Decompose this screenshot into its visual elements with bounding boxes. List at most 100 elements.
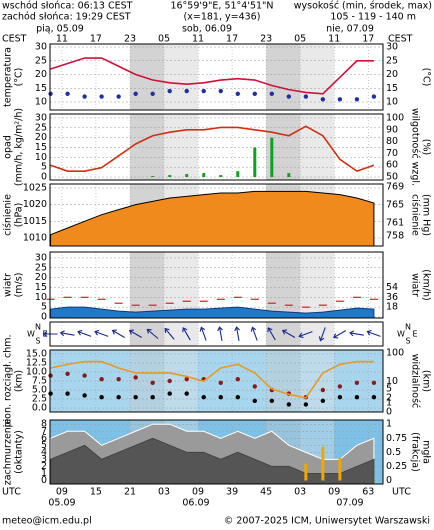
y2-tick-label: 54 — [386, 282, 398, 293]
night-band — [266, 44, 301, 110]
day-label: pią, 05.09 — [36, 24, 84, 35]
y2-axis-label: (mm Hg) — [421, 194, 432, 236]
y-tick-label: 2 — [41, 461, 47, 472]
wind-arrow — [128, 329, 142, 338]
night-band — [266, 252, 301, 318]
y2-axis-label: (km) — [421, 370, 432, 392]
y2-tick-label: 25 — [386, 55, 398, 66]
tz-top: CEST — [388, 34, 413, 45]
series-bar — [202, 173, 206, 178]
y-tick-label: 3 — [41, 454, 47, 465]
series-dot — [133, 375, 138, 380]
y-tick-label: 7.5 — [32, 376, 47, 387]
wind-arrow — [281, 329, 296, 338]
panel-frame — [49, 113, 384, 181]
night-band — [129, 252, 165, 318]
y2-tick-label: 0 — [386, 407, 392, 418]
y-tick-label: 0 — [41, 475, 47, 486]
compass-letter: W — [27, 330, 35, 339]
coords: 16°59'9"E, 51°4'51"N — [170, 1, 273, 12]
y2-axis-label: widzialność — [410, 354, 421, 409]
compass-letter: N — [405, 323, 411, 332]
compass-letter: S — [35, 337, 40, 346]
series-dot — [218, 88, 223, 94]
y-tick-label: 15 — [35, 282, 47, 293]
series-dot — [235, 91, 240, 96]
y2-tick-label: 758 — [386, 231, 404, 242]
wind-arrow — [59, 330, 75, 337]
day-label: nie, 07.09 — [326, 24, 374, 35]
height-label: wysokość (min, środek, max) — [294, 1, 432, 12]
series-dot — [116, 94, 121, 99]
y2-tick-label: 2 — [386, 392, 392, 403]
series-dot — [65, 91, 70, 96]
wind-arrow — [250, 326, 258, 341]
y-axis-label: (m/s) — [14, 273, 25, 298]
y2-tick-label: 18 — [386, 302, 398, 313]
series-dot — [65, 371, 70, 376]
series-bar — [287, 173, 291, 178]
y2-tick-label: 0.25 — [386, 461, 407, 472]
series-dot — [184, 376, 189, 382]
y-tick-label: 15 — [35, 83, 47, 94]
y2-tick-label: 100 — [386, 113, 404, 124]
x-tick-label: 03 — [158, 487, 170, 498]
wind-arrow — [77, 329, 92, 337]
night-band — [164, 252, 199, 318]
series-dot — [371, 380, 377, 386]
y-tick-label: 25 — [35, 55, 47, 66]
wind-arrow — [199, 326, 207, 341]
top-tick-label: 17 — [226, 34, 238, 45]
series-dot — [235, 376, 240, 382]
y2-tick-label: 80 — [386, 136, 398, 147]
panel-frame — [49, 321, 384, 347]
series-dot — [354, 380, 360, 386]
y2-axis-label: mgła — [421, 440, 432, 464]
night-band — [129, 114, 165, 180]
y-tick-label: 10.0 — [26, 366, 47, 377]
y-tick-label: 20 — [35, 132, 47, 143]
y-axis-label: (km) — [14, 370, 25, 392]
wind-arrow — [111, 329, 125, 338]
x-tick-label: 45 — [260, 487, 272, 498]
series-dot — [99, 376, 104, 382]
series-dot — [133, 91, 138, 96]
series-dot — [167, 378, 172, 384]
y-tick-label: 5 — [41, 440, 47, 451]
y-tick-label: 5 — [41, 162, 47, 173]
y2-tick-label: 20 — [386, 69, 398, 80]
wind-arrow — [182, 327, 191, 341]
x-tick-label: 09 — [192, 487, 204, 498]
y2-tick-label: 765 — [386, 199, 404, 210]
y2-tick-label: 90 — [386, 124, 398, 135]
y-tick-label: 1015 — [23, 216, 47, 227]
series-dot — [48, 373, 53, 378]
series-dot — [269, 91, 275, 96]
series-dot — [354, 395, 360, 400]
y2-axis-label: (km/h) — [421, 269, 432, 300]
series-dot — [320, 398, 326, 404]
top-tick-label: 23 — [260, 34, 272, 45]
day-label: sob, 06.09 — [182, 24, 232, 35]
panel-frame — [49, 183, 384, 247]
y-tick-label: 1025 — [23, 183, 47, 194]
y2-axis-label: wiatr — [410, 273, 421, 297]
y2-tick-label: 10 — [386, 376, 398, 387]
y-tick-label: 6 — [41, 433, 47, 444]
y2-tick-label: 5 — [386, 384, 392, 395]
y2-tick-label: 70 — [386, 148, 398, 159]
top-tick-label: 05 — [294, 34, 306, 45]
y-axis-label: opad — [3, 135, 14, 159]
series-dot — [218, 380, 223, 386]
y2-tick-label: 1 — [386, 419, 392, 430]
y-tick-label: 8 — [41, 419, 47, 430]
panel-frame — [49, 419, 384, 485]
top-tick-label: 23 — [124, 34, 136, 45]
wind-arrow — [366, 329, 381, 337]
y-tick-label: 15 — [35, 142, 47, 153]
y-tick-label: 1010 — [23, 233, 47, 244]
top-tick-label: 11 — [56, 34, 68, 45]
series-dot — [99, 94, 104, 99]
y-tick-label: 2.5 — [32, 394, 47, 405]
